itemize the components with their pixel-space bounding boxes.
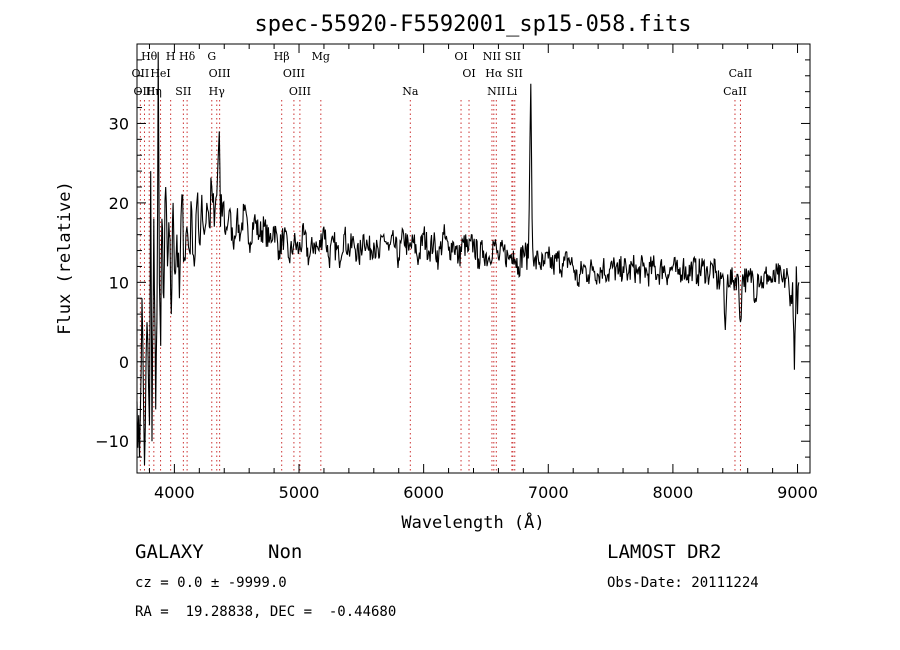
y-tick-label: 10: [109, 273, 129, 292]
emission-line-label: Hδ: [179, 50, 196, 63]
emission-line-label: NII: [487, 85, 505, 98]
emission-line-label: Na: [402, 85, 419, 98]
emission-line-label: SII: [507, 67, 523, 80]
emission-line-label: OIII: [133, 85, 155, 98]
object-subclass: Non: [268, 541, 303, 563]
emission-line-label: OIII: [289, 85, 311, 98]
emission-line-markers: [139, 100, 741, 473]
x-tick-label: 4000: [154, 483, 195, 502]
emission-line-label: Mg: [312, 50, 330, 63]
emission-line-label: CaII: [723, 85, 747, 98]
emission-line-label: NII: [483, 50, 501, 63]
x-tick-label: 9000: [777, 483, 818, 502]
emission-line-label: H: [166, 50, 176, 63]
emission-line-label: SII: [505, 50, 521, 63]
object-class: GALAXY: [135, 541, 204, 563]
x-tick-label: 7000: [528, 483, 569, 502]
chart-title: spec-55920-F5592001_sp15-058.fits: [254, 12, 691, 37]
y-tick-label: 30: [109, 114, 129, 133]
emission-line-label: Hη: [146, 85, 162, 98]
obs-date: Obs-Date: 20111224: [607, 575, 759, 591]
x-axis-label: Wavelength (Å): [401, 511, 544, 533]
emission-line-label: OI: [454, 50, 467, 63]
y-tick-label: 0: [119, 353, 129, 372]
emission-line-label: OIII: [283, 67, 305, 80]
tick-labels: 4000 5000 6000 7000 8000 9000 −10 0 10 20 30: [95, 114, 818, 502]
coordinates: RA = 19.28838, DEC = -0.44680: [135, 604, 397, 620]
survey-name: LAMOST DR2: [607, 541, 722, 563]
emission-line-label: CaII: [729, 67, 753, 80]
spectrum-line: [136, 51, 800, 466]
emission-line-label: SII: [175, 85, 191, 98]
plot-frame: [136, 43, 811, 474]
emission-line-label: Hα: [485, 67, 503, 80]
x-tick-label: 6000: [403, 483, 444, 502]
emission-line-label: G: [207, 50, 216, 63]
emission-line-label: Hγ: [209, 85, 226, 98]
y-tick-label: 20: [109, 194, 129, 213]
y-tick-label: −10: [95, 432, 129, 451]
emission-line-label: OI: [462, 67, 475, 80]
emission-line-label: OIII: [209, 67, 231, 80]
emission-line-label: HeI: [150, 67, 170, 80]
redshift-cz: cz = 0.0 ± -9999.0: [135, 575, 287, 591]
emission-line-label: OII: [132, 67, 150, 80]
emission-line-label: Hβ: [274, 50, 290, 63]
axis-ticks: [137, 44, 810, 473]
emission-line-label: Li: [506, 85, 517, 98]
y-axis-label: Flux (relative): [55, 181, 75, 335]
x-tick-label: 5000: [279, 483, 320, 502]
emission-line-label: Hθ: [141, 50, 158, 63]
x-tick-label: 8000: [653, 483, 694, 502]
